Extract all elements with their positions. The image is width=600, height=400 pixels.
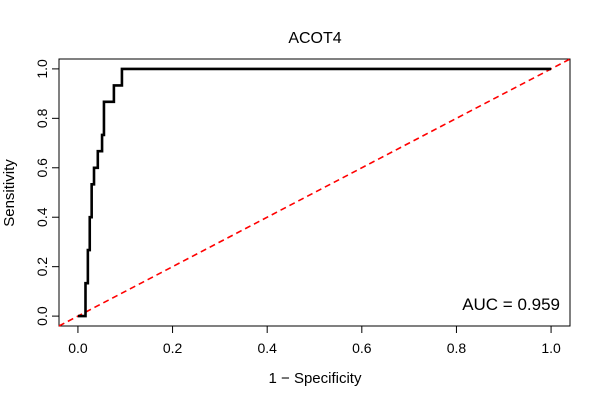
y-tick-label: 0.0 [34,306,50,326]
reference-diagonal-line [58,58,571,327]
x-tick-label: 0.0 [68,340,88,356]
y-axis-title: Sensitivity [1,159,18,227]
y-tick-label: 0.4 [34,207,50,227]
x-tick-label: 0.8 [447,340,467,356]
auc-annotation: AUC = 0.959 [462,295,560,314]
y-axis: 0.0 0.2 0.4 0.6 0.8 1.0 [34,59,60,326]
x-axis-title: 1 − Specificity [269,370,362,387]
y-tick-label: 0.8 [34,108,50,128]
x-tick-label: 1.0 [541,340,561,356]
y-tick-label: 0.6 [34,158,50,178]
series-layer [58,58,571,327]
x-tick-label: 0.4 [257,340,277,356]
chart-title: ACOT4 [288,30,341,47]
x-axis: 0.0 0.2 0.4 0.6 0.8 1.0 [68,325,561,356]
y-tick-label: 1.0 [34,59,50,79]
x-tick-label: 0.2 [163,340,183,356]
y-tick-label: 0.2 [34,257,50,277]
roc-curve-line [77,67,552,318]
x-tick-label: 0.6 [352,340,372,356]
